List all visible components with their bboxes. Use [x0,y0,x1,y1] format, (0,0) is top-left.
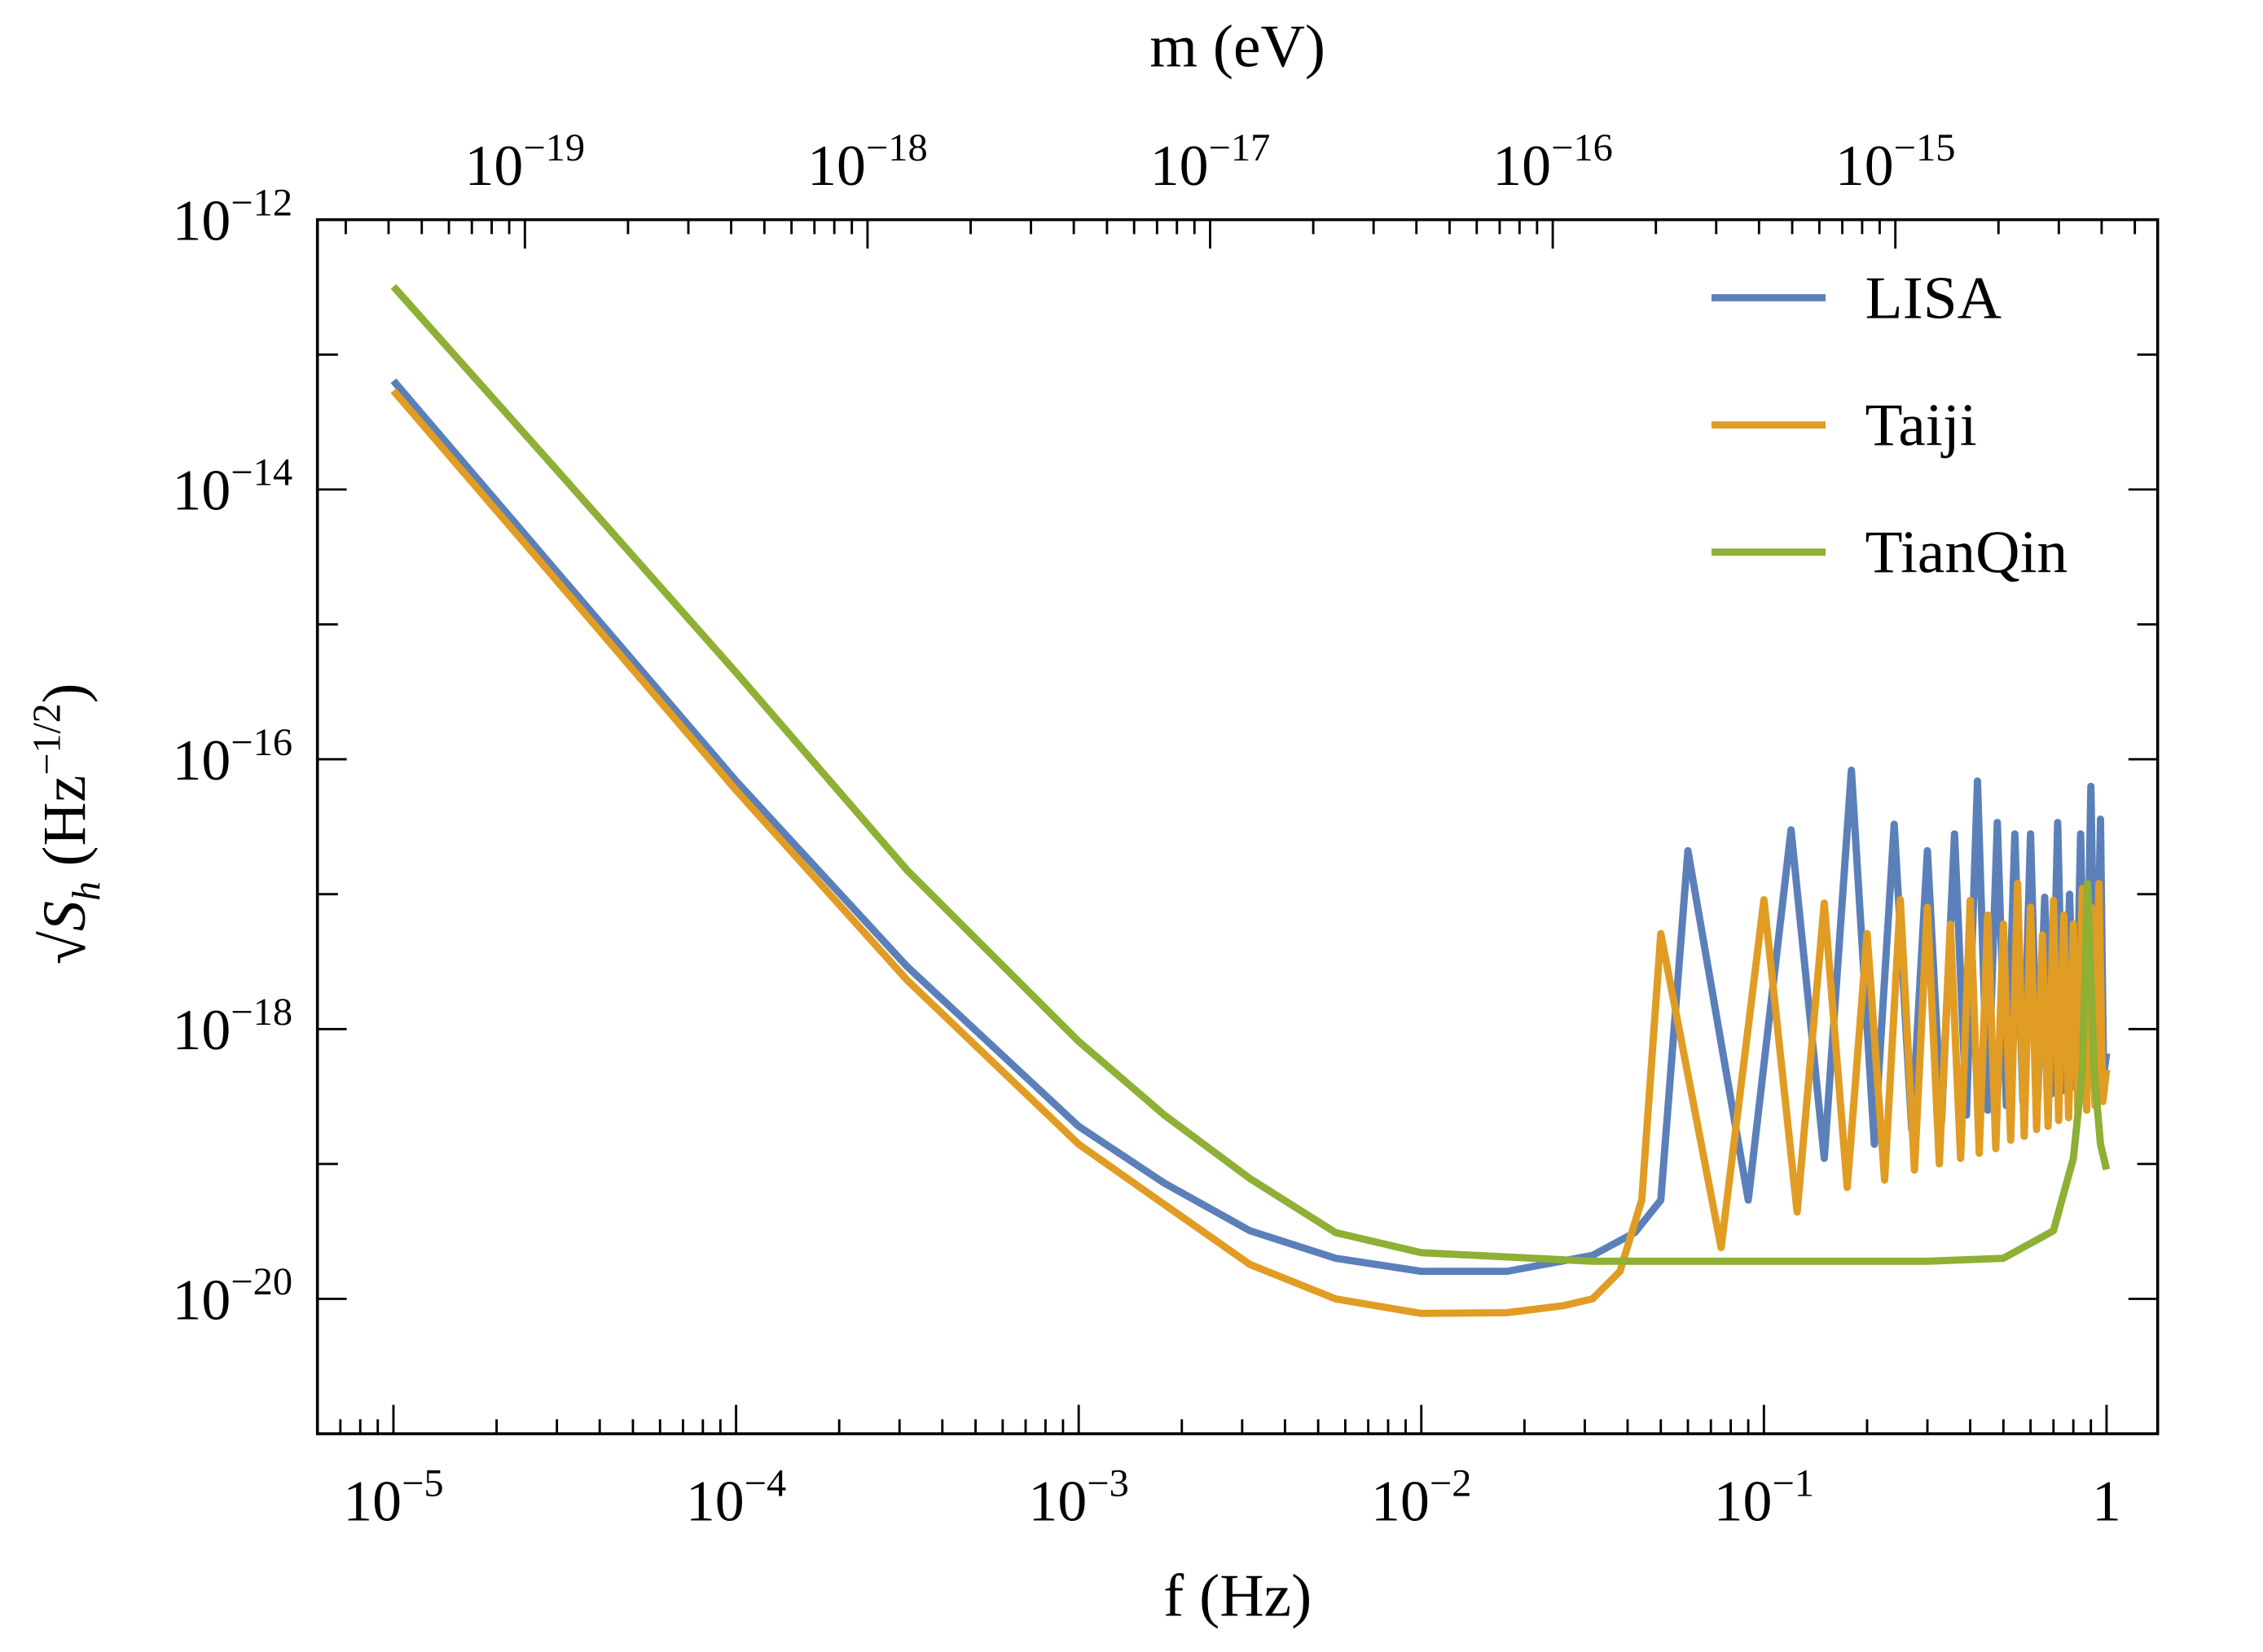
legend-label: LISA [1865,265,2002,332]
x-tick-label: 10−4 [686,1462,786,1534]
y-tick-label: 10−18 [173,991,293,1062]
y-tick-label: 10−12 [173,182,293,253]
plot-frame [315,217,2160,1435]
y-tick-label: 10−14 [173,451,293,523]
legend-label: TianQin [1865,519,2068,586]
y-tick-label: 10−20 [173,1260,293,1332]
y-axis-title: √Sh (Hz−1/2) [25,683,108,964]
x2-tick-label: 10−15 [1835,126,1956,198]
x-tick-label: 10−1 [1714,1462,1814,1534]
x-tick-label: 10−2 [1371,1462,1471,1534]
x2-axis-title: m (eV) [1149,13,1325,80]
x-axis-title: f (Hz) [1163,1562,1312,1629]
y-tick-label: 10−16 [173,721,293,793]
x2-tick-label: 10−19 [465,126,586,198]
x-tick-label: 10−3 [1028,1462,1128,1534]
x2-tick-label: 10−18 [807,126,928,198]
x2-tick-label: 10−16 [1492,126,1613,198]
x-tick-label: 1 [2092,1470,2121,1534]
legend-label: Taiji [1865,392,1977,459]
x-tick-label: 10−5 [343,1462,443,1534]
plot-area [390,283,2111,1317]
series-line [390,283,2111,1265]
series-line [390,388,2111,1317]
x2-tick-label: 10−17 [1150,126,1271,198]
